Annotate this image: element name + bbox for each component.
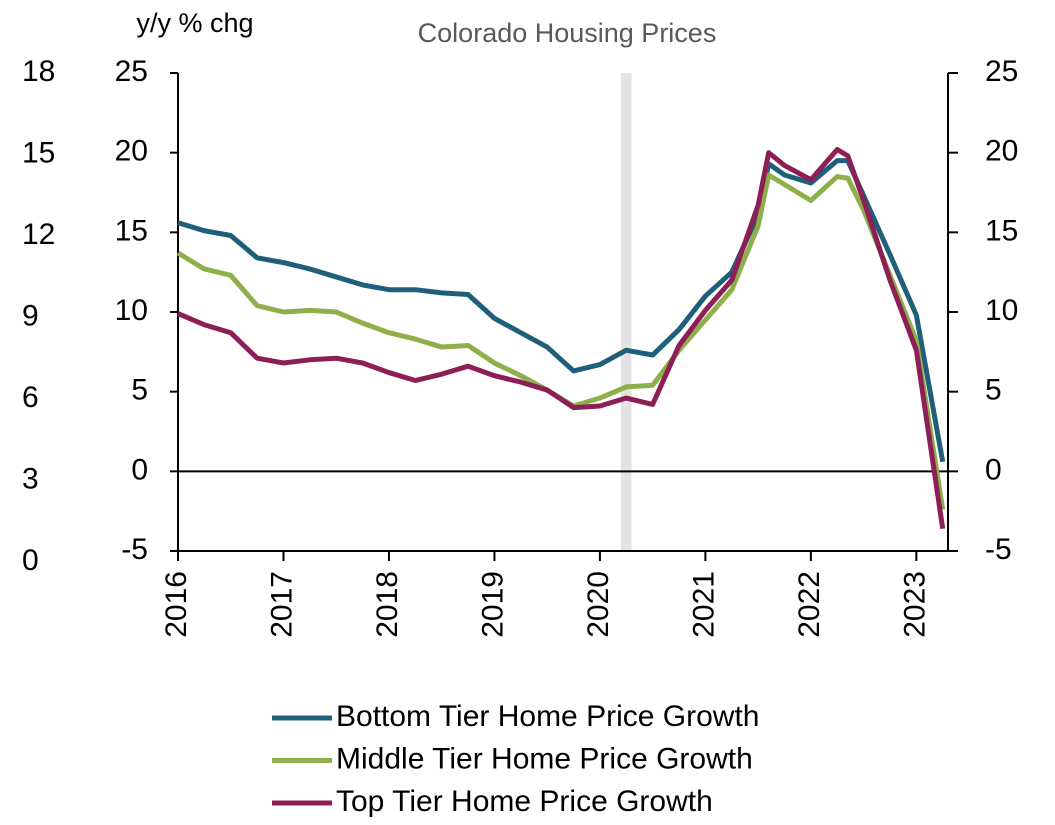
y2-tick-label: -5 <box>985 533 1012 566</box>
y2-tick-label: 0 <box>985 453 1002 486</box>
y3-tick-label: 6 <box>22 381 39 414</box>
series-line <box>177 146 946 530</box>
y3-tick-label: 12 <box>22 218 55 251</box>
y3-tick-label: 0 <box>22 544 39 577</box>
y-axis-label: y/y % chg <box>136 8 253 38</box>
x-tick-label: 2016 <box>160 571 193 638</box>
y-tick-label: 10 <box>115 294 148 327</box>
y3-tick-label: 9 <box>22 299 39 332</box>
y3-tick-label: 3 <box>22 462 39 495</box>
legend-label: Bottom Tier Home Price Growth <box>336 700 759 733</box>
x-tick-label: 2023 <box>898 571 931 638</box>
chart-title: Colorado Housing Prices <box>418 18 717 48</box>
y-tick-label: 15 <box>115 214 148 247</box>
series-line <box>177 158 946 463</box>
x-tick-label: 2021 <box>687 571 720 638</box>
y-tick-label: 5 <box>131 374 148 407</box>
y3-tick-label: 18 <box>22 55 55 88</box>
legend-label: Middle Tier Home Price Growth <box>336 742 753 775</box>
y-tick-label: 20 <box>115 135 148 168</box>
x-tick-label: 2018 <box>371 571 404 638</box>
legend-label: Top Tier Home Price Growth <box>336 785 713 818</box>
x-tick-label: 2020 <box>582 571 615 638</box>
x-tick-label: 2022 <box>793 571 826 638</box>
shaded-region <box>621 73 632 551</box>
y2-tick-label: 10 <box>985 294 1018 327</box>
y-tick-label: -5 <box>121 533 148 566</box>
y2-tick-label: 20 <box>985 135 1018 168</box>
y3-tick-label: 15 <box>22 136 55 169</box>
y2-tick-label: 25 <box>985 55 1018 88</box>
y2-tick-label: 15 <box>985 214 1018 247</box>
x-tick-label: 2019 <box>476 571 509 638</box>
y-tick-label: 0 <box>131 453 148 486</box>
x-tick-label: 2017 <box>265 571 298 638</box>
series-line <box>176 172 946 510</box>
y2-tick-label: 5 <box>985 374 1002 407</box>
y-tick-label: 25 <box>115 55 148 88</box>
